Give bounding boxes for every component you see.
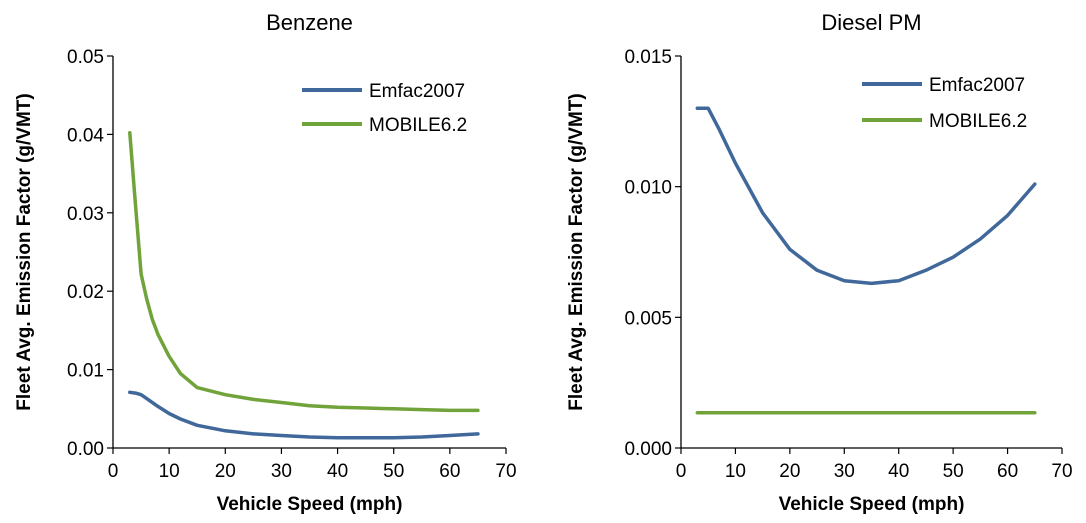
chart1-series-line-emfac2007: [128, 390, 480, 440]
chart2-x-tick-label: 50: [943, 461, 964, 482]
chart1-y-tick-label: 0.02: [67, 282, 104, 303]
chart1-x-tick-label: 60: [439, 461, 460, 482]
chart1-y-axis-label: Fleet Avg. Emission Factor (g/VMT): [14, 93, 35, 410]
chart1-x-tick-label: 0: [108, 461, 119, 482]
chart2-x-axis-label: Vehicle Speed (mph): [779, 494, 965, 515]
chart1-legend-label: Emfac2007: [369, 81, 465, 102]
chart1-title: Benzene: [266, 10, 353, 35]
chart1-x-tick-label: 10: [159, 461, 180, 482]
chart2-y-axis-label: Fleet Avg. Emission Factor (g/VMT): [566, 93, 587, 410]
chart1-y-tick-label: 0.00: [67, 439, 104, 460]
chart2-x-tick-label: 70: [1051, 461, 1072, 482]
chart1-x-tick-label: 30: [271, 461, 292, 482]
chart2-series-line-emfac2007: [695, 106, 1037, 286]
chart2-x-tick-label: 60: [997, 461, 1018, 482]
chart1-series-line-mobile6-2: [128, 131, 480, 413]
chart1-x-axis-label: Vehicle Speed (mph): [217, 494, 403, 515]
chart2-title: Diesel PM: [821, 10, 921, 35]
chart2-x-tick-label: 20: [779, 461, 800, 482]
chart1-x-tick-label: 70: [495, 461, 516, 482]
chart2-y-tick-label: 0.015: [624, 47, 672, 68]
chart2-x-tick-label: 0: [676, 461, 687, 482]
chart1-y-tick-label: 0.01: [67, 361, 104, 382]
chart1-y-tick-label: 0.03: [67, 204, 104, 225]
chart2-x-tick-label: 30: [834, 461, 855, 482]
chart2-y-tick-label: 0.005: [624, 308, 672, 329]
chart1-x-tick-label: 50: [383, 461, 404, 482]
chart2-legend-label: MOBILE6.2: [929, 111, 1027, 132]
chart1-y-tick-label: 0.04: [67, 125, 104, 146]
chart2-y-tick-label: 0.000: [624, 439, 672, 460]
chart2-x-tick-label: 40: [888, 461, 909, 482]
chart2-x-tick-label: 10: [725, 461, 746, 482]
chart1-x-tick-label: 40: [327, 461, 348, 482]
chart2-legend-label: Emfac2007: [929, 75, 1025, 96]
chart1-legend-label: MOBILE6.2: [369, 115, 467, 136]
chart1-y-tick-label: 0.05: [67, 47, 104, 68]
chart1-x-tick-label: 20: [215, 461, 236, 482]
chart2-y-tick-label: 0.010: [624, 178, 672, 199]
